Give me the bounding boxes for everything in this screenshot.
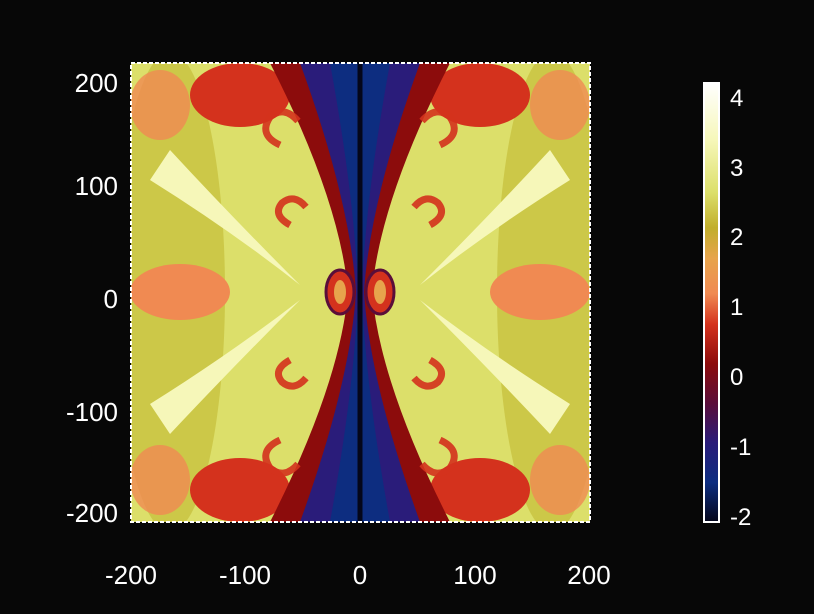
plot-frame: [130, 62, 591, 523]
right-eye-core: [374, 280, 386, 304]
swirl-ll-2: [262, 436, 301, 477]
swirl-lr-1: [411, 356, 446, 390]
colorbar: 4 3 2 1 0 -1 -2: [703, 82, 751, 531]
corner-orange-tl: [131, 70, 190, 140]
bright-band-upper-left: [150, 150, 300, 285]
x-axis: -200 -100 0 100 200: [105, 560, 611, 590]
bright-band-lower-left: [150, 300, 300, 434]
x-tick-label: 0: [353, 560, 367, 590]
colorbar-tick-label: -1: [730, 434, 751, 461]
swirl-ul-1: [274, 195, 309, 229]
corner-lobe-bl: [190, 458, 290, 522]
swirl-ul-2: [262, 108, 301, 149]
y-tick-label: 100: [75, 171, 118, 201]
swirl-ll-1: [274, 356, 309, 390]
y-tick-label: -200: [66, 498, 118, 528]
y-tick-label: -100: [66, 397, 118, 427]
y-tick-label: 0: [104, 284, 118, 314]
colorbar-tick-label: 3: [730, 155, 743, 182]
corner-lobe-tl: [190, 63, 290, 127]
x-tick-label: 200: [567, 560, 610, 590]
x-tick-label: -200: [105, 560, 157, 590]
left-orange-spindle: [131, 264, 230, 320]
swirl-ur-1: [411, 195, 446, 229]
right-orange-spindle: [490, 264, 590, 320]
colorbar-tick-label: 4: [730, 85, 743, 112]
colorbar-tick-label: -2: [730, 504, 751, 531]
bright-band-upper-right: [420, 150, 570, 285]
swirl-ur-2: [419, 108, 458, 149]
x-tick-label: -100: [219, 560, 271, 590]
plot-area: [131, 63, 590, 522]
colorbar-tick-label: 0: [730, 364, 743, 391]
corner-orange-tr: [530, 70, 590, 140]
corner-orange-bl: [131, 445, 190, 515]
corner-lobe-tr: [430, 63, 530, 127]
y-axis: 200 100 0 -100 -200: [66, 68, 118, 528]
swirl-lr-2: [419, 436, 458, 477]
bright-band-lower-right: [420, 300, 570, 434]
colorbar-tick-label: 2: [730, 224, 743, 251]
corner-orange-br: [530, 445, 590, 515]
x-tick-label: 100: [453, 560, 496, 590]
y-tick-label: 200: [75, 68, 118, 98]
colorbar-tick-label: 1: [730, 294, 743, 321]
colorbar-gradient: [703, 82, 720, 523]
corner-lobe-br: [430, 458, 530, 522]
left-eye-core: [334, 280, 346, 304]
